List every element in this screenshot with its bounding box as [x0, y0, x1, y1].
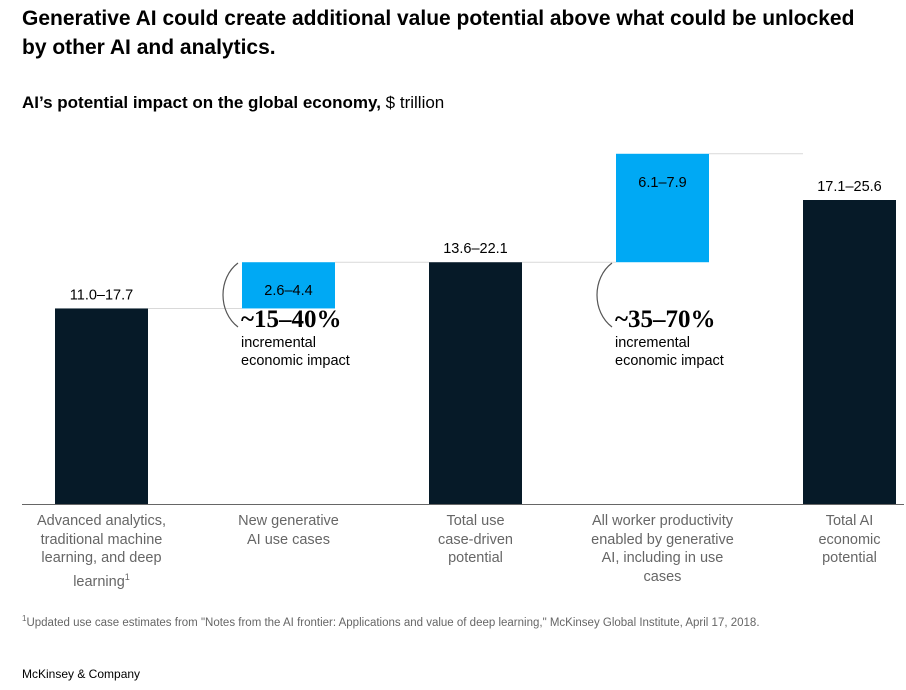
headline: Generative AI could create additional va… — [22, 7, 855, 59]
brand-logo-text: McKinsey & Company — [22, 667, 141, 681]
annotation-text-0: incremental economic impact — [241, 335, 350, 369]
annotation-0: ~15–40% incremental economic impact — [241, 306, 381, 370]
bar-value-label-3: 6.1–7.9 — [638, 175, 686, 191]
bar-value-label-1: 2.6–4.4 — [264, 283, 312, 299]
footnote-mark: 1 — [22, 614, 27, 623]
annotation-bracket-0 — [222, 262, 239, 328]
category-label-2: Total use case-driven potential — [438, 513, 513, 566]
bar-value-label-4: 17.1–25.6 — [817, 179, 882, 195]
subtitle-bold: AI’s potential impact on the global econ… — [22, 93, 381, 112]
annotation-text-1: incremental economic impact — [615, 335, 724, 369]
footnote-text: Updated use case estimates from "Notes f… — [26, 616, 760, 629]
annotation-bracket-1 — [596, 262, 613, 328]
category-label-3: All worker productivity enabled by genera… — [591, 513, 734, 585]
subtitle-unit: $ trillion — [385, 93, 445, 112]
bar-3 — [616, 153, 709, 263]
annotation-value-0: ~15–40% — [241, 306, 342, 333]
bar-value-label-0: 11.0–17.7 — [70, 287, 133, 303]
bar-value-label-2: 13.6–22.1 — [443, 241, 508, 257]
category-label-4: Total AI economic potential — [818, 513, 881, 566]
category-label-1: New generative AI use cases — [238, 513, 339, 548]
chart-subtitle: AI’s potential impact on the global econ… — [22, 92, 444, 114]
annotation-1: ~35–70% incremental economic impact — [615, 306, 755, 370]
footnote: 1Updated use case estimates from "Notes … — [22, 614, 760, 629]
bar-1 — [242, 262, 335, 309]
bar-4 — [803, 200, 896, 504]
bar-0 — [55, 308, 148, 504]
annotation-value-1: ~35–70% — [615, 306, 716, 333]
category-label-0: Advanced analytics, traditional machine le… — [37, 513, 166, 590]
bar-2 — [429, 262, 522, 504]
